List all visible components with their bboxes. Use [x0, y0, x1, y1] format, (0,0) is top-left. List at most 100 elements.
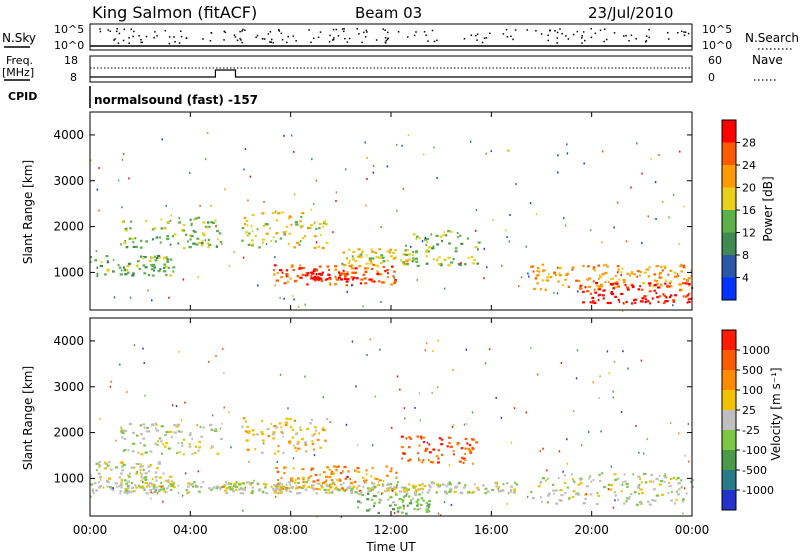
nsky-point [590, 28, 592, 30]
cell [181, 444, 184, 447]
cell [538, 270, 541, 273]
cell [639, 488, 643, 491]
cell [302, 481, 305, 484]
cell [365, 254, 368, 257]
cell [557, 171, 559, 174]
cell [371, 487, 374, 490]
cell [251, 482, 255, 485]
velocity-colorbar-label: Velocity [m s⁻¹] [769, 367, 783, 460]
cell [254, 448, 257, 451]
cell [196, 485, 199, 488]
cell [648, 503, 652, 506]
cell [210, 204, 212, 207]
cell [601, 241, 603, 244]
cell [287, 407, 289, 410]
cell [614, 499, 616, 502]
cell [384, 270, 387, 273]
cell [553, 492, 555, 495]
cell [194, 485, 198, 489]
cell [553, 291, 555, 294]
cell [175, 405, 178, 408]
cell [559, 499, 563, 502]
cell [640, 491, 644, 495]
nsky-point [115, 30, 118, 33]
cell [579, 477, 583, 480]
cell [426, 505, 428, 508]
cell [287, 487, 291, 490]
cell [369, 262, 373, 265]
cell [443, 287, 446, 290]
cell [426, 441, 429, 444]
cell [425, 255, 428, 258]
cell [275, 219, 279, 222]
cell [129, 472, 131, 475]
nsky-point [683, 34, 686, 37]
cell [280, 487, 285, 490]
cell [425, 262, 429, 265]
cell [404, 249, 407, 252]
cell [639, 284, 641, 288]
cell [201, 232, 206, 235]
cell [160, 452, 164, 455]
nsky-point [364, 35, 367, 38]
cell [620, 490, 623, 493]
cell [508, 240, 510, 243]
cell [648, 290, 652, 293]
cell [580, 444, 583, 447]
cell [405, 493, 408, 496]
cell [625, 483, 629, 486]
cell [334, 265, 338, 268]
cell [636, 270, 640, 273]
nsky-point [385, 39, 387, 42]
cell [277, 450, 280, 453]
cell [660, 265, 663, 269]
cell [140, 255, 142, 258]
cell [674, 294, 678, 297]
cell [425, 510, 429, 513]
cell [484, 487, 487, 490]
cell [394, 491, 397, 494]
cell [531, 265, 534, 268]
cell [439, 235, 443, 238]
cell [459, 234, 462, 237]
cell [154, 442, 157, 445]
cell [247, 431, 251, 434]
cell [471, 490, 475, 494]
cell [292, 457, 295, 460]
nsky-point [317, 36, 320, 39]
cell [246, 224, 249, 227]
cell [98, 460, 101, 463]
cell [123, 429, 128, 432]
cell [592, 280, 595, 283]
cell [448, 481, 451, 484]
cell [675, 498, 678, 501]
cell [548, 273, 550, 276]
cell [338, 272, 342, 275]
nsky-point [270, 38, 273, 41]
cell [248, 430, 251, 433]
cell [310, 208, 312, 211]
nsky-point [122, 39, 125, 42]
cell [371, 257, 375, 260]
cell [377, 481, 380, 484]
colorbar-tick-label: 100 [742, 384, 763, 397]
cell [584, 497, 587, 500]
cell [312, 487, 315, 490]
cell [597, 285, 601, 288]
nsky-point [270, 41, 272, 43]
cell [641, 172, 643, 175]
colorbar-segment [722, 277, 736, 301]
cell [337, 465, 340, 468]
cell [638, 492, 640, 495]
cell [687, 422, 689, 425]
cell [416, 264, 420, 267]
cell [155, 256, 159, 260]
cell [637, 288, 641, 291]
nsky-point [387, 37, 389, 39]
cell [168, 296, 170, 299]
cell [245, 420, 247, 423]
cell [314, 235, 317, 238]
cell [234, 488, 238, 491]
cell [351, 255, 354, 258]
